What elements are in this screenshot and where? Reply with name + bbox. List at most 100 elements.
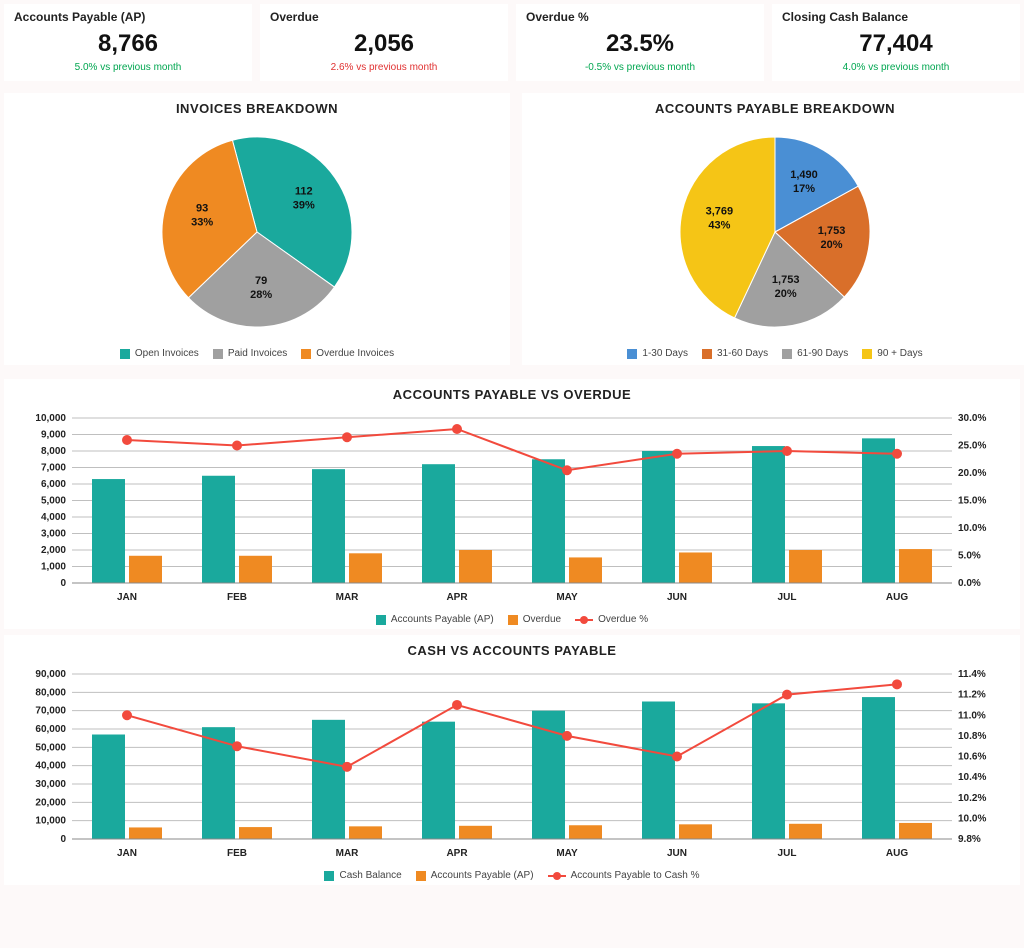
svg-text:90,000: 90,000 <box>35 669 66 680</box>
svg-text:9,000: 9,000 <box>41 430 66 441</box>
legend-item: 61-90 Days <box>782 348 848 359</box>
kpi-delta: 2.6% vs previous month <box>270 62 498 73</box>
svg-text:FEB: FEB <box>227 848 247 859</box>
combo-chart-cash-ap: 010,00020,00030,00040,00050,00060,00070,… <box>12 664 1012 864</box>
legend-label: 90 + Days <box>877 348 922 359</box>
svg-text:17%: 17% <box>793 183 815 195</box>
pie-chart-ap: 1,49017%1,75320%1,75320%3,76943% <box>530 122 1020 342</box>
legend-swatch <box>782 349 792 359</box>
kpi-card-overdue: Overdue 2,056 2.6% vs previous month <box>260 4 508 81</box>
svg-text:4,000: 4,000 <box>41 512 66 523</box>
legend-swatch <box>702 349 712 359</box>
svg-text:80,000: 80,000 <box>35 687 66 698</box>
legend-swatch <box>862 349 872 359</box>
svg-text:10.8%: 10.8% <box>958 731 986 742</box>
svg-text:JUL: JUL <box>778 592 797 603</box>
legend-swatch <box>301 349 311 359</box>
pie-chart-invoices: 11239%7928%9333% <box>12 122 502 342</box>
svg-text:7,000: 7,000 <box>41 463 66 474</box>
legend-label: Accounts Payable to Cash % <box>571 870 700 881</box>
kpi-title: Closing Cash Balance <box>782 10 1010 24</box>
svg-text:30,000: 30,000 <box>35 779 66 790</box>
svg-text:APR: APR <box>446 848 468 859</box>
svg-text:1,490: 1,490 <box>790 169 818 181</box>
legend-item: 1-30 Days <box>627 348 688 359</box>
legend-label: Overdue Invoices <box>316 348 394 359</box>
svg-text:10,000: 10,000 <box>35 413 66 424</box>
svg-text:6,000: 6,000 <box>41 479 66 490</box>
legend-label: Accounts Payable (AP) <box>431 870 534 881</box>
svg-text:APR: APR <box>446 592 468 603</box>
svg-text:30.0%: 30.0% <box>958 413 986 424</box>
svg-text:39%: 39% <box>293 199 315 211</box>
kpi-value: 23.5% <box>526 30 754 58</box>
panel-invoices-breakdown: INVOICES BREAKDOWN 11239%7928%9333% Open… <box>4 93 510 365</box>
panel-title: INVOICES BREAKDOWN <box>12 101 502 116</box>
kpi-title: Accounts Payable (AP) <box>14 10 242 24</box>
legend-swatch <box>416 871 426 881</box>
svg-text:28%: 28% <box>250 289 272 301</box>
legend-label: Accounts Payable (AP) <box>391 614 494 625</box>
svg-text:0: 0 <box>60 578 66 589</box>
panel-ap-breakdown: ACCOUNTS PAYABLE BREAKDOWN 1,490 17% 1,753… <box>522 93 1024 365</box>
svg-text:1,753: 1,753 <box>818 225 846 237</box>
kpi-delta: -0.5% vs previous month <box>526 62 754 73</box>
svg-text:JUN: JUN <box>667 592 687 603</box>
svg-text:JAN: JAN <box>117 592 137 603</box>
panel-title: CASH VS ACCOUNTS PAYABLE <box>12 643 1012 658</box>
svg-text:3,769: 3,769 <box>706 206 734 218</box>
svg-text:0.0%: 0.0% <box>958 578 981 589</box>
combo-chart-ap-overdue: 01,0002,0003,0004,0005,0006,0007,0008,00… <box>12 408 1012 608</box>
legend-item: Accounts Payable (AP) <box>416 870 534 881</box>
svg-text:93: 93 <box>196 203 208 215</box>
legend-swatch <box>548 875 566 877</box>
svg-text:112: 112 <box>295 185 313 197</box>
legend-item: Open Invoices <box>120 348 199 359</box>
svg-text:JUL: JUL <box>778 848 797 859</box>
legend-swatch <box>324 871 334 881</box>
kpi-value: 2,056 <box>270 30 498 58</box>
legend-item: 90 + Days <box>862 348 922 359</box>
legend-item: Overdue <box>508 614 561 625</box>
kpi-delta: 4.0% vs previous month <box>782 62 1010 73</box>
svg-text:70,000: 70,000 <box>35 706 66 717</box>
svg-text:10.2%: 10.2% <box>958 793 986 804</box>
svg-text:AUG: AUG <box>886 848 908 859</box>
svg-text:20%: 20% <box>821 239 843 251</box>
legend-item: Overdue % <box>575 614 648 625</box>
svg-text:FEB: FEB <box>227 592 247 603</box>
svg-text:20.0%: 20.0% <box>958 468 986 479</box>
svg-text:60,000: 60,000 <box>35 724 66 735</box>
kpi-card-ap: Accounts Payable (AP) 8,766 5.0% vs prev… <box>4 4 252 81</box>
legend-swatch <box>508 615 518 625</box>
svg-text:10.4%: 10.4% <box>958 772 986 783</box>
legend-item: Cash Balance <box>324 870 401 881</box>
legend-label: Overdue <box>523 614 561 625</box>
svg-text:10.0%: 10.0% <box>958 523 986 534</box>
svg-text:10.6%: 10.6% <box>958 752 986 763</box>
legend-item: Accounts Payable to Cash % <box>548 870 700 881</box>
svg-text:0: 0 <box>60 834 66 845</box>
svg-text:20%: 20% <box>775 288 797 300</box>
legend-swatch <box>575 619 593 621</box>
kpi-value: 77,404 <box>782 30 1010 58</box>
svg-text:33%: 33% <box>191 217 213 229</box>
legend-label: Cash Balance <box>339 870 401 881</box>
svg-text:50,000: 50,000 <box>35 742 66 753</box>
svg-text:2,000: 2,000 <box>41 545 66 556</box>
svg-text:15.0%: 15.0% <box>958 496 986 507</box>
panel-title: ACCOUNTS PAYABLE BREAKDOWN <box>530 101 1020 116</box>
legend-swatch <box>376 615 386 625</box>
svg-text:11.2%: 11.2% <box>958 690 986 701</box>
svg-text:MAY: MAY <box>556 592 578 603</box>
svg-text:MAR: MAR <box>336 848 360 859</box>
svg-text:JAN: JAN <box>117 848 137 859</box>
svg-text:1,000: 1,000 <box>41 562 66 573</box>
legend-item: Overdue Invoices <box>301 348 394 359</box>
legend: Open Invoices Paid Invoices Overdue Invoic… <box>12 348 502 359</box>
svg-text:1,753: 1,753 <box>772 274 800 286</box>
kpi-card-overdue-pct: Overdue % 23.5% -0.5% vs previous month <box>516 4 764 81</box>
legend-item: Paid Invoices <box>213 348 287 359</box>
legend: Accounts Payable (AP) Overdue Overdue % <box>12 614 1012 625</box>
svg-text:MAR: MAR <box>336 592 360 603</box>
